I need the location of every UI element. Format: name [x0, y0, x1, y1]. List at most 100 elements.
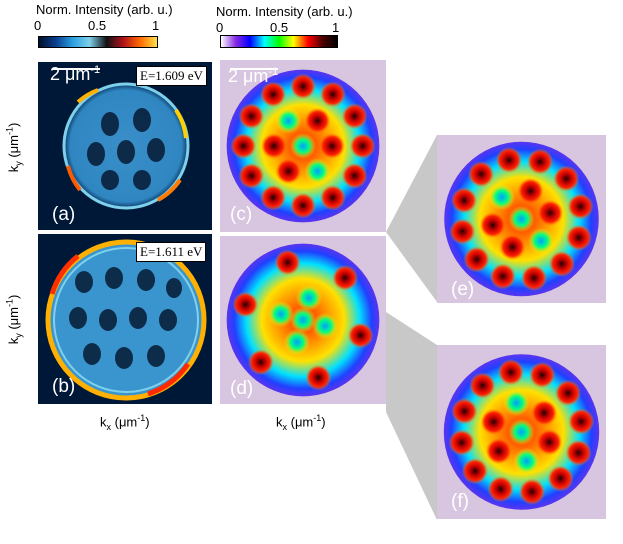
- far-field-spot: [347, 322, 374, 349]
- far-field-spot: [349, 133, 376, 159]
- far-field-spot: [305, 364, 332, 391]
- panel-f-image: [437, 345, 606, 519]
- colorbar-right-bar: [220, 35, 338, 48]
- far-field-spot: [290, 133, 316, 159]
- far-field-spot: [529, 361, 556, 389]
- panel-c: 2 μm-1 (c): [220, 60, 386, 232]
- far-field-spot: [341, 103, 368, 130]
- far-field-spot: [548, 250, 575, 277]
- far-field-spot: [260, 184, 287, 211]
- panel-e: (e): [437, 135, 606, 303]
- far-field-spot: [341, 162, 368, 189]
- far-field-spot: [290, 73, 316, 100]
- connector-lower: [386, 312, 437, 520]
- panel-a-image: [62, 82, 190, 210]
- far-field-spot: [260, 81, 287, 108]
- far-field-spot: [304, 158, 331, 185]
- panel-e-image: [437, 135, 606, 303]
- far-field-spot: [261, 133, 287, 159]
- colorbar-left-tick-05: 0.5: [88, 18, 107, 33]
- far-field-spot: [565, 224, 592, 251]
- colorbar-right-tick-05: 0.5: [270, 20, 289, 35]
- far-field-spot: [536, 428, 563, 456]
- far-field-spot: [518, 478, 546, 505]
- panel-d: (d): [220, 236, 386, 404]
- panel-b-image: [45, 239, 207, 401]
- far-field-spot: [469, 372, 496, 399]
- kx-axis-label-right: kx (μm-1): [276, 413, 326, 432]
- kx-axis-label-left: kx (μm-1): [100, 413, 150, 432]
- far-field-spot: [508, 205, 535, 233]
- panel-b-label: (b): [52, 376, 76, 397]
- ky-axis-label-top: ky (μm-1): [4, 122, 24, 173]
- far-field-spot: [547, 465, 574, 492]
- far-field-spot: [238, 162, 265, 189]
- far-field-spot: [275, 158, 302, 185]
- panel-c-scale: 2 μm-1: [228, 66, 279, 86]
- panel-b-energy: E=1.611 eV: [136, 242, 207, 262]
- colorbar-right-tick-0: 0: [216, 20, 224, 35]
- far-field-spot: [319, 133, 345, 159]
- far-field-spot: [513, 447, 540, 475]
- colorbar-left-title: Norm. Intensity (arb. u.): [36, 2, 173, 17]
- far-field-spot: [319, 184, 346, 211]
- far-field-spot: [284, 329, 311, 356]
- panel-a-label: (a): [52, 204, 76, 225]
- far-field-spot: [461, 457, 489, 485]
- panel-c-image: [220, 60, 386, 232]
- far-field-spot: [290, 307, 316, 333]
- panel-b: E=1.611 eV (b): [38, 234, 212, 404]
- far-field-spot: [526, 148, 554, 175]
- far-field-spot: [568, 408, 595, 435]
- colorbar-left-tick-1: 1: [152, 18, 160, 33]
- ky-axis-label-bottom: ky (μm-1): [4, 294, 24, 345]
- colorbar-left-bar: [38, 36, 158, 48]
- far-field-spot: [463, 246, 490, 273]
- far-field-spot: [247, 349, 274, 376]
- panel-a-energy: E=1.609 eV: [136, 66, 207, 86]
- far-field-spot: [451, 187, 478, 214]
- far-field-spot: [275, 107, 302, 134]
- far-field-spot: [517, 177, 544, 205]
- colorbar-right-title: Norm. Intensity (arb. u.): [216, 4, 353, 19]
- far-field-spot: [553, 165, 580, 192]
- panel-f-label: (f): [451, 491, 469, 512]
- far-field-spot: [479, 211, 506, 239]
- far-field-spot: [485, 437, 513, 465]
- far-field-spot: [274, 249, 301, 276]
- panel-a-scalebar: [52, 68, 100, 70]
- panel-a: 2 μm-1 E=1.609 eV (a): [38, 62, 212, 230]
- far-field-spot: [499, 233, 526, 261]
- far-field-spot: [230, 133, 257, 159]
- far-field-spot: [449, 218, 476, 245]
- panel-c-scalebar: [230, 68, 278, 70]
- far-field-spot: [332, 264, 359, 291]
- panel-c-label: (c): [230, 204, 253, 225]
- far-field-spot: [488, 183, 515, 211]
- connector-upper: [386, 135, 437, 302]
- far-field-spot: [487, 475, 514, 503]
- far-field-spot: [304, 107, 331, 134]
- panel-d-label: (d): [230, 378, 254, 399]
- far-field-spot: [480, 408, 507, 436]
- far-field-spot: [267, 301, 294, 328]
- far-field-spot: [295, 284, 322, 311]
- far-field-spot: [238, 103, 265, 130]
- far-field-spot: [489, 263, 517, 290]
- far-field-spot: [497, 359, 525, 386]
- far-field-spot: [520, 264, 548, 292]
- far-field-spot: [290, 192, 316, 219]
- far-field-spot: [451, 398, 478, 425]
- far-field-spot: [565, 439, 592, 466]
- far-field-spot: [530, 399, 558, 427]
- far-field-spot: [312, 312, 339, 339]
- far-field-spot: [319, 81, 346, 108]
- far-field-spot: [503, 389, 530, 417]
- far-field-spot: [495, 146, 523, 174]
- colorbar-left-tick-0: 0: [34, 18, 42, 33]
- far-field-spot: [567, 193, 594, 220]
- panel-d-image: [220, 236, 386, 404]
- far-field-spot: [528, 227, 555, 255]
- far-field-spot: [508, 418, 535, 446]
- panel-e-label: (e): [451, 279, 475, 300]
